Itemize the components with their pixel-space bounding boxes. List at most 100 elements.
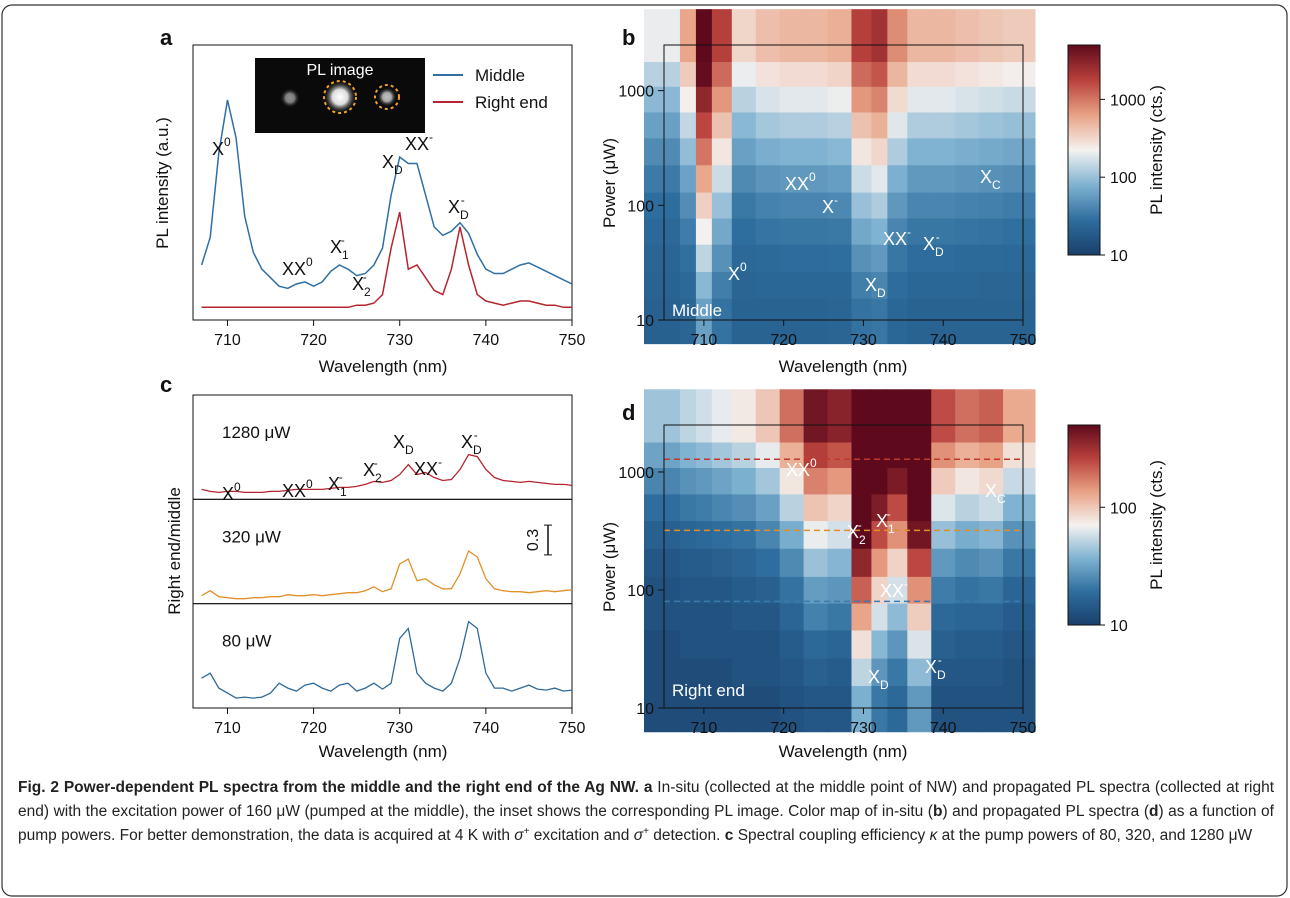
heatmap-cell (931, 61, 956, 87)
heatmap-cell (755, 389, 781, 443)
heatmap-cell (851, 441, 872, 469)
heatmap-cell (644, 548, 681, 577)
heatmap-cell (871, 576, 888, 604)
heatmap-cell (711, 9, 733, 63)
heatmap-cell (931, 9, 956, 63)
heatmap-cell (731, 218, 757, 245)
y-axis-label: Right end/middle (165, 487, 184, 615)
heatmap-cell (907, 298, 932, 345)
peak-label: XX0 (785, 170, 816, 194)
heatmap-cell (679, 548, 697, 577)
caption-text: + (643, 825, 649, 837)
heatmap-cell (827, 658, 852, 687)
peak-label-sup: - (461, 193, 465, 207)
y-tick-label: 1000 (618, 465, 654, 482)
heatmap-cell (907, 9, 932, 63)
heatmap-cell (979, 520, 1004, 549)
heatmap-cell (695, 271, 713, 299)
heatmap-cell (887, 137, 908, 166)
heatmap-cell (851, 244, 872, 273)
x-tick-label: 710 (214, 720, 241, 737)
peak-label-sup: - (339, 470, 343, 484)
heatmap-cell (1003, 164, 1036, 193)
heatmap-cell (1003, 244, 1036, 273)
heatmap-cell (887, 9, 908, 63)
heatmap-cell (695, 389, 713, 443)
inset-marker (323, 80, 357, 114)
heatmap-cell (679, 658, 697, 687)
heatmap-cell (851, 389, 872, 443)
x-tick-label: 730 (850, 332, 877, 349)
heatmap-cell (931, 244, 956, 273)
heatmap-cell (711, 441, 733, 469)
heatmap-cell (679, 61, 697, 87)
heatmap-cell (979, 61, 1004, 87)
heatmap-cell (755, 658, 781, 687)
peak-label-sup: - (374, 456, 378, 470)
heatmap-cell (695, 244, 713, 273)
inset-marker (374, 84, 400, 110)
colorbar-label: PL intensity (cts.) (1147, 85, 1166, 215)
heatmap-cell (803, 629, 829, 659)
peak-label: XX0 (282, 255, 313, 279)
heatmap-cell (731, 298, 757, 345)
heatmap-cell (955, 548, 980, 577)
caption-text: σ (514, 827, 524, 844)
heatmap-cell (644, 111, 681, 139)
colorbar-label: PL intensity (cts.) (1147, 460, 1166, 590)
ratio-line (201, 620, 573, 699)
peak-label: X1- (328, 470, 347, 499)
heatmap-cell (851, 61, 872, 87)
heatmap-cell (1003, 389, 1036, 443)
heatmap-cell (907, 244, 932, 273)
colorbar-tick-label: 1000 (1110, 92, 1146, 109)
heatmap-cell (931, 271, 956, 299)
power-label: 320 μW (222, 527, 281, 546)
heatmap-cell (955, 86, 980, 113)
heatmap-cell (711, 548, 733, 577)
peak-label: XC (985, 481, 1006, 506)
heatmap-cell (803, 164, 829, 193)
y-tick-label: 1000 (618, 84, 654, 101)
heatmap-cell (1003, 576, 1036, 604)
x-tick-label: 750 (559, 332, 586, 349)
caption-text: + (523, 825, 530, 837)
heatmap-cell (695, 576, 713, 604)
heatmap-cell (803, 192, 829, 219)
heatmap-cell (695, 467, 713, 495)
caption-text: ) and propagated PL spectra ( (942, 803, 1149, 820)
heatmap-cell (955, 164, 980, 193)
heatmap-cell (695, 520, 713, 549)
heatmap-cell (955, 192, 980, 219)
peak-label-base: X (330, 237, 342, 257)
heatmap-cell (1003, 218, 1036, 245)
x-tick-label: 710 (691, 332, 718, 349)
peak-label-base: X (985, 481, 997, 501)
peak-label: X2- (352, 270, 371, 299)
peak-label-sup: 0 (306, 477, 313, 491)
x-tick-label: 730 (386, 332, 413, 349)
peak-label-base: X (222, 484, 234, 504)
heatmap-cell (1003, 9, 1036, 63)
heatmap-cell (695, 493, 713, 522)
peak-label: XD (382, 152, 403, 177)
peak-label-base: X (847, 522, 859, 542)
heatmap-cell (779, 111, 805, 139)
peak-label-base: XX (786, 460, 810, 480)
heatmap-cell (871, 685, 888, 733)
heatmap-cell (827, 548, 852, 577)
heatmap-cell (755, 298, 781, 345)
peak-label-sub: C (992, 178, 1001, 192)
heatmap-cell (755, 441, 781, 469)
caption-text: d (1148, 803, 1159, 820)
heatmap-cell (979, 629, 1004, 659)
heatmap-cell (887, 164, 908, 193)
colorbar (1067, 424, 1101, 626)
heatmap-cell (907, 493, 932, 522)
heatmap-cell (779, 9, 805, 63)
x-tick-label: 740 (473, 720, 500, 737)
heatmap-cell (907, 271, 932, 299)
heatmap-cell (887, 603, 908, 631)
heatmap-cell (871, 218, 888, 245)
heatmap-cell (644, 685, 681, 733)
